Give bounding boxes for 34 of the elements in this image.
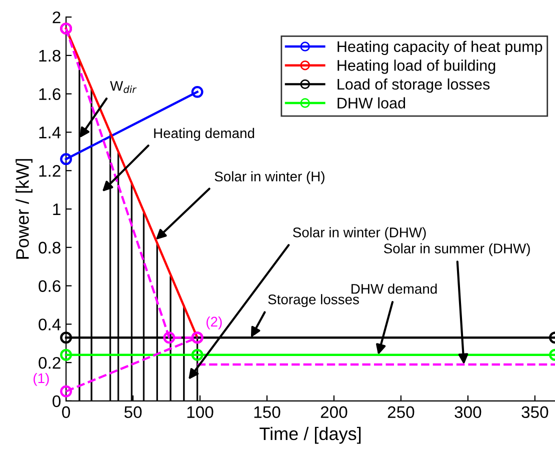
annotation: Heating demand (154, 128, 254, 141)
x-tick-label: 250 (388, 406, 414, 418)
annotation: W$_{dir}$ (110, 81, 137, 94)
legend-label: Heating capacity of heat pump (338, 40, 542, 56)
y-tick-label: 1.6 (39, 88, 60, 100)
annotation: DHW demand (352, 284, 437, 294)
legend-label: DHW load (338, 97, 406, 108)
y-tick-label: 0.4 (38, 318, 61, 330)
annotation: (2) (206, 316, 222, 330)
y-axis-title: Power / [kW] (16, 159, 32, 259)
x-tick-label: 200 (320, 406, 348, 418)
y-tick-label: 1.4 (39, 126, 61, 138)
x-tick-label: 350 (522, 406, 548, 418)
y-tick-label: 2 (52, 11, 60, 24)
x-tick-label: 100 (187, 406, 214, 418)
y-tick-label: 1.2 (39, 165, 60, 177)
x-tick-label: 50 (124, 406, 142, 418)
y-tick-label: 0.2 (38, 356, 60, 369)
y-tick-label: 1.8 (39, 50, 60, 62)
y-tick-label: 1 (53, 204, 60, 216)
annotation: Solar in winter (H) (214, 171, 324, 184)
legend-label: Load of storage losses (338, 78, 490, 93)
legend-label: Heating load of building (338, 60, 496, 74)
y-tick-label: 0 (52, 395, 61, 408)
x-axis-title: Time / [days] (260, 426, 361, 444)
annotation: Solar in winter (DHW) (293, 227, 426, 240)
x-tick-label: 150 (254, 406, 280, 418)
x-tick-label: 0 (62, 406, 70, 418)
annotation: Storage losses (268, 294, 359, 308)
y-tick-label: 0.8 (38, 242, 60, 254)
annotation: (1) (34, 372, 49, 386)
y-tick-label: 0.6 (38, 280, 60, 292)
x-tick-label: 300 (454, 406, 482, 418)
annotation: Solar in summer (DHW) (384, 243, 530, 256)
